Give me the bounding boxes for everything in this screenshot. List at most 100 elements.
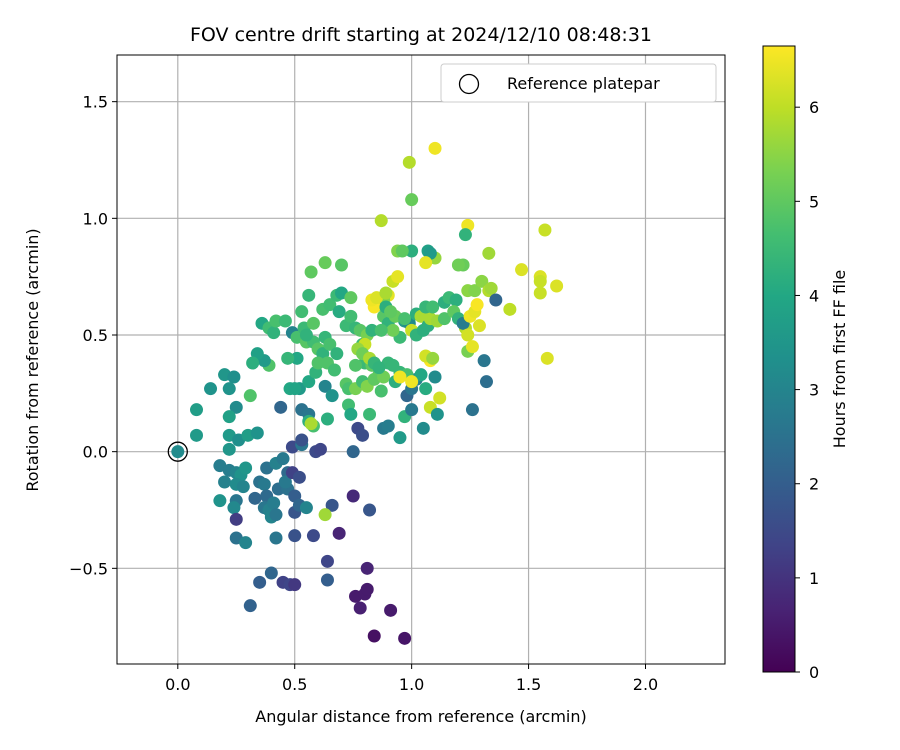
data-point [540,351,554,365]
data-point [229,512,243,526]
data-point [344,407,358,421]
data-point [468,284,482,298]
data-point [267,496,281,510]
data-point [243,389,257,403]
data-point [489,293,503,307]
data-point [218,475,232,489]
data-point [419,256,433,270]
colorbar-tick-label: 1 [809,569,819,588]
data-point [503,302,517,316]
data-point [402,155,416,169]
data-point [353,601,367,615]
data-point [405,375,419,389]
legend-label: Reference platepar [507,74,660,93]
data-point [264,566,278,580]
data-point [311,356,325,370]
data-point [239,461,253,475]
data-point [325,498,339,512]
data-point [472,319,486,333]
data-point [465,340,479,354]
data-point [475,274,489,288]
data-point [299,328,313,342]
data-point [344,309,358,323]
x-tick-label: 1.0 [399,675,424,694]
data-point [204,382,218,396]
data-point [384,305,398,319]
data-point [278,475,292,489]
data-point [405,193,419,207]
data-point [292,470,306,484]
data-point [269,508,283,522]
data-point [365,323,379,337]
colorbar-tick-label: 2 [809,475,819,494]
data-point [318,379,332,393]
data-point [386,323,400,337]
x-tick-label: 0.0 [165,675,190,694]
data-point [533,286,547,300]
data-point [243,599,257,613]
data-point [323,337,337,351]
data-point [302,288,316,302]
data-point [458,228,472,242]
data-point [414,368,428,382]
data-point [428,141,442,155]
data-point [477,354,491,368]
data-point [276,452,290,466]
data-point [398,312,412,326]
colorbar-tick-label: 6 [809,98,819,117]
colorbar-gradient [762,45,796,673]
y-axis-label: Rotation from reference (arcmin) [23,228,42,491]
scatter-points [167,141,564,645]
data-point [395,244,409,258]
data-point [405,403,419,417]
data-point [332,305,346,319]
data-point [281,351,295,365]
data-point [374,214,388,228]
data-point [253,575,267,589]
data-point [538,223,552,237]
data-point [426,351,440,365]
data-point [479,375,493,389]
data-point [295,433,309,447]
data-point [290,351,304,365]
data-point [381,419,395,433]
colorbar-tick-label: 0 [809,663,819,682]
data-point [302,375,316,389]
data-point [320,573,334,587]
data-point [356,428,370,442]
data-point [346,445,360,459]
data-point [363,407,377,421]
data-point [222,410,236,424]
data-point [419,382,433,396]
data-point [360,582,374,596]
data-point [465,403,479,417]
data-point [398,631,412,645]
data-point [190,428,204,442]
data-point [330,347,344,361]
data-point [405,244,419,258]
data-point [363,503,377,517]
data-point [349,358,363,372]
data-point [372,361,386,375]
data-point [278,314,292,328]
data-point [239,536,253,550]
x-axis-label: Angular distance from reference (arcmin) [255,707,586,726]
data-point [171,445,185,459]
data-point [318,256,332,270]
data-point [346,489,360,503]
data-point [515,263,529,277]
data-point [269,314,283,328]
x-tick-label: 2.0 [633,675,658,694]
legend-marker [458,73,480,95]
data-point [304,265,318,279]
y-tick-label: 1.0 [83,209,108,228]
data-point [482,246,496,260]
data-point [393,431,407,445]
data-point [426,300,440,314]
data-point [323,298,337,312]
colorbar-tick-label: 4 [809,286,819,305]
data-point [288,578,302,592]
data-point [430,407,444,421]
data-point [449,293,463,307]
